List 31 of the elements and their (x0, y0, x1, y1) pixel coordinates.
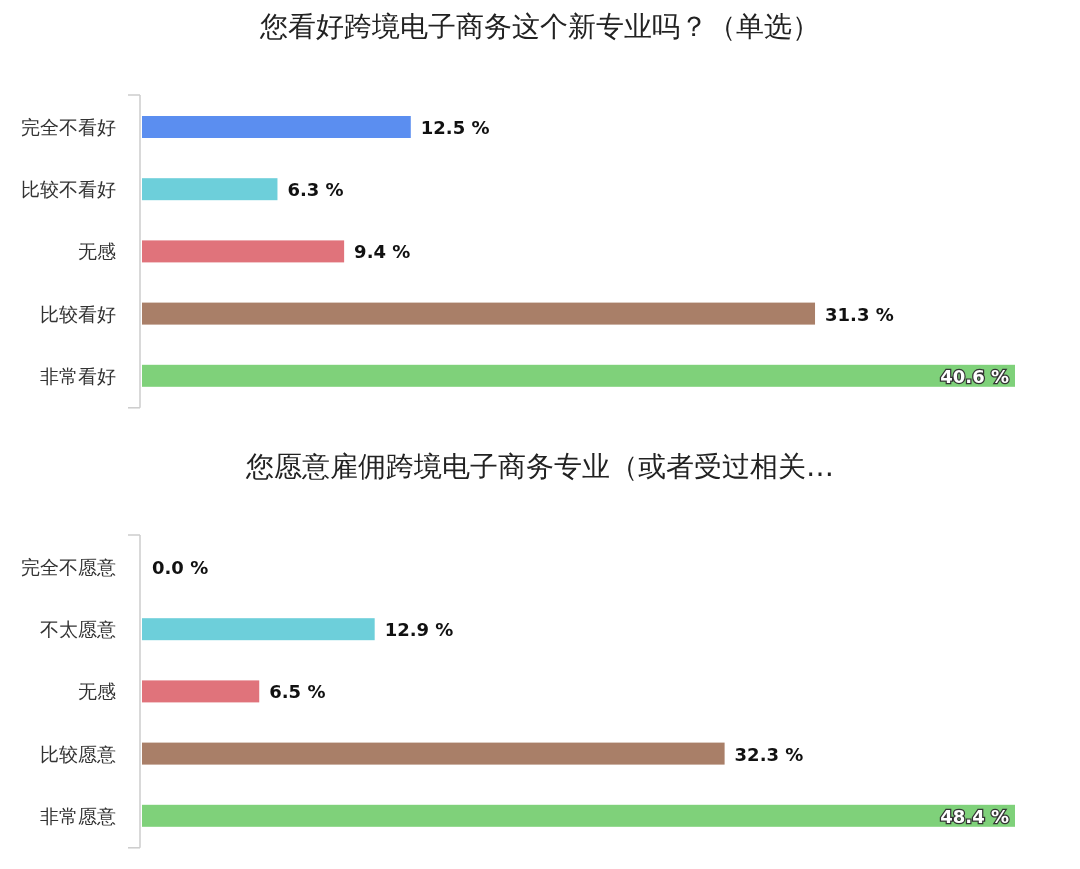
bar (142, 618, 375, 641)
y-tick-label: 非常愿意 (40, 804, 116, 827)
data-label: 12.5 % (420, 117, 490, 138)
data-label: 0.0 % (152, 557, 209, 578)
bar (142, 742, 725, 765)
y-tick-label: 比较不看好 (21, 178, 116, 201)
data-label: 6.3 % (287, 179, 344, 201)
data-label: 6.5 % (269, 681, 326, 703)
data-label: 31.3 % (825, 303, 894, 325)
bar (142, 680, 260, 703)
y-tick-label: 非常看好 (40, 364, 116, 387)
chart-title: 您看好跨境电子商务这个新专业吗？（单选） (259, 10, 820, 43)
y-tick-label: 无感 (78, 240, 116, 263)
bar (142, 178, 278, 201)
y-tick-label: 比较愿意 (40, 742, 116, 765)
bar (142, 116, 411, 138)
data-label: 12.9 % (384, 619, 454, 641)
data-label: 9.4 % (354, 241, 411, 263)
data-label: 32.3 % (734, 743, 804, 765)
y-tick-label: 无感 (78, 680, 116, 703)
bar (142, 804, 1015, 827)
y-tick-label: 比较看好 (40, 302, 116, 325)
y-tick-label: 完全不看好 (21, 116, 116, 138)
y-tick-label: 完全不愿意 (21, 556, 116, 578)
bar (142, 364, 1015, 387)
bar (142, 240, 345, 263)
data-label: 48.4 % (940, 805, 1009, 827)
data-label: 40.6 % (940, 365, 1009, 387)
chart-title: 您愿意雇佣跨境电子商务专业（或者受过相关… (245, 450, 834, 483)
y-tick-label: 不太愿意 (40, 618, 116, 641)
bar (142, 302, 816, 325)
